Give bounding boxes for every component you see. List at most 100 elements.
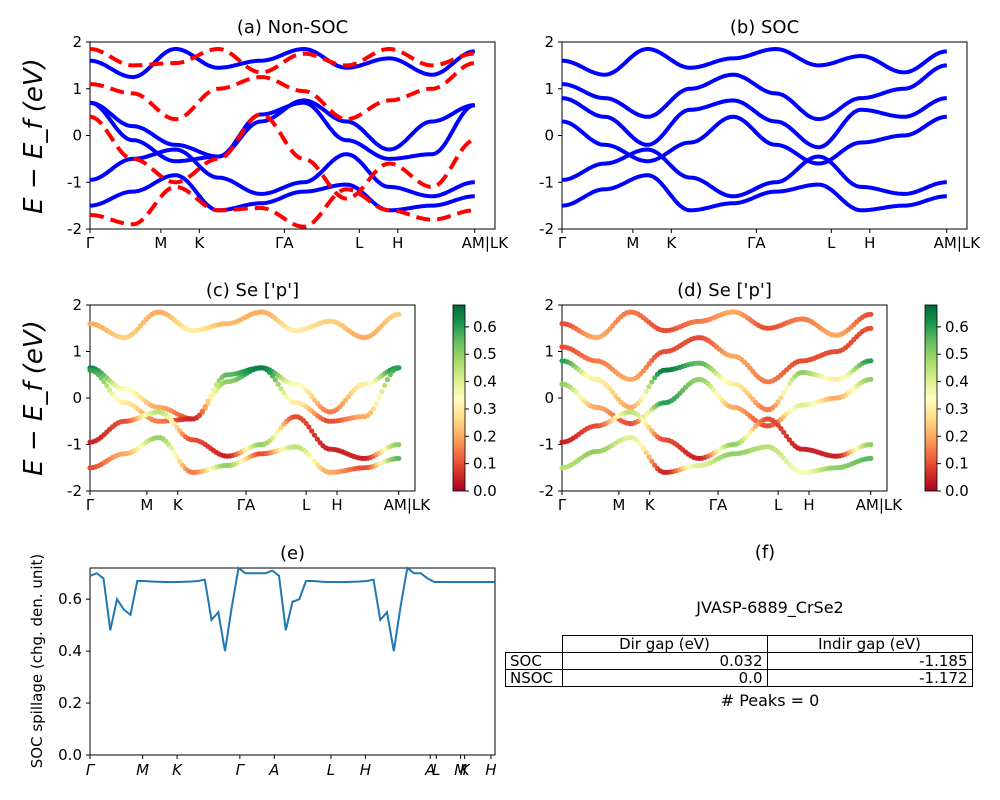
panel-e-ytick-label: 0.4: [58, 642, 82, 660]
panel-b-xtick-label: L: [827, 234, 836, 252]
panel-d-ytick-label: -1: [539, 436, 554, 454]
panel-d-point: [713, 390, 720, 396]
panel-f-title: (f): [755, 542, 775, 563]
panel-a-band-line: [89, 100, 476, 164]
gap-table-header-row: Dir gap (eV) Indir gap (eV): [506, 635, 973, 653]
panel-e-ytick-label: 0.2: [58, 694, 82, 712]
panel-b-band-line: [561, 46, 947, 77]
panel-b-xtick-label: Γ: [558, 234, 567, 252]
panel-c-xtick-label: L: [302, 496, 311, 514]
panel-c-xtick-label: H: [331, 496, 342, 514]
panel-d-point: [868, 455, 874, 461]
panel-c-point: [205, 398, 211, 404]
panel-c-point: [275, 428, 281, 434]
panel-b-ytick-label: 0: [544, 127, 554, 145]
panel-c-point: [166, 441, 172, 447]
panel-d-point: [640, 393, 647, 399]
panel-c-colorbar-label: 0.6: [473, 318, 497, 336]
panel-c-point: [379, 388, 385, 395]
panel-c-colorbar-label: 0.1: [473, 455, 497, 473]
panel-c-point: [278, 386, 284, 392]
panel-d-colorbar-label: 0.1: [945, 455, 969, 473]
gap-table: Dir gap (eV) Indir gap (eV) SOC 0.032 -1…: [505, 635, 973, 687]
panel-c-point: [174, 424, 180, 431]
panel-c-point: [382, 382, 388, 388]
panel-c-colorbar-label: 0.3: [473, 400, 497, 418]
panel-a-ytick-label: -2: [67, 220, 82, 238]
panel-c-point: [387, 372, 393, 378]
panel-d-point: [646, 454, 652, 460]
material-id: JVASP-6889_CrSe2: [696, 598, 844, 617]
panel-c-colorbar-label: 0.0: [473, 482, 497, 500]
panel-c-point: [309, 393, 315, 399]
panel-a-band-line: [89, 47, 475, 75]
panel-e-xtick-label: K: [172, 761, 183, 779]
nsoc-indir-gap: -1.172: [766, 669, 973, 687]
panel-e-xtick-label: A: [424, 761, 435, 779]
panel-a-band-line: [89, 147, 475, 199]
panel-d-point: [646, 424, 652, 431]
panel-c-point: [272, 432, 278, 438]
panel-c-ytick-label: 2: [72, 296, 82, 314]
panel-d-point: [640, 368, 647, 374]
panel-d-xtick-label: ΓA: [709, 496, 728, 514]
panel-c-point: [104, 383, 110, 389]
panel-c-point: [314, 436, 320, 442]
panel-d-points: [559, 309, 874, 475]
panel-d-point: [643, 388, 649, 394]
panel-b-ytick-label: 2: [544, 33, 554, 51]
panel-a-band-line: [90, 185, 475, 229]
panel-c-point: [396, 365, 402, 371]
soc-indir-gap: -1.185: [766, 652, 973, 670]
panel-c-point: [309, 428, 315, 434]
table-row: NSOC 0.0 -1.172: [505, 669, 973, 687]
panel-b-xtick-label: K: [666, 234, 677, 252]
panel-b-ytick-label: 1: [544, 80, 554, 98]
panel-d-colorbar-label: 0.3: [945, 400, 969, 418]
panel-e-xtick-label: K: [460, 761, 471, 779]
panel-c-point: [202, 404, 208, 410]
panel-a-xtick-label: K: [194, 234, 205, 252]
panel-c-point: [342, 397, 348, 403]
panel-c-point: [210, 387, 217, 393]
panel-d-point: [868, 325, 874, 331]
panel-a-xtick-label: M: [154, 234, 167, 252]
panel-d-ytick-label: 0: [544, 389, 554, 407]
panel-e-title: (e): [280, 543, 305, 564]
panel-c-point: [275, 381, 281, 387]
panel-d-point: [643, 421, 649, 427]
panel-d-point: [781, 390, 787, 396]
panel-d-point: [781, 429, 787, 435]
panel-e-xtick-label: Γ: [236, 761, 246, 779]
panel-c-point: [306, 424, 312, 430]
panel-c-colorbar-label: 0.2: [473, 427, 497, 445]
panel-b-band-line: [561, 96, 947, 150]
table-row: SOC 0.032 -1.185: [505, 652, 973, 670]
panel-d-ytick-label: -2: [539, 482, 554, 500]
panel-c-colorbar-label: 0.4: [473, 373, 497, 391]
panel-d-point: [649, 379, 655, 385]
panel-c-point: [177, 458, 183, 464]
panel-b-ytick-label: -1: [539, 173, 554, 191]
panel-c-ytick-label: -1: [67, 436, 82, 454]
ylabel-c: E − E_f (eV): [19, 320, 49, 476]
panel-d-point: [640, 445, 647, 451]
panel-d-point: [638, 397, 644, 403]
panel-d-point: [643, 449, 649, 456]
panel-c-point: [396, 311, 402, 317]
panel-c-point: [376, 395, 382, 401]
panel-c-point: [345, 394, 351, 400]
panel-c-point: [98, 375, 104, 381]
panel-e-xtick-label: M: [454, 761, 467, 779]
ylabel-a: E − E_f (eV): [19, 58, 49, 214]
panel-e-xtick-label: L: [327, 761, 335, 779]
row-label-nsoc: NSOC: [505, 669, 563, 687]
panel-c-colorbar-label: 0.5: [473, 345, 497, 363]
panel-d-point: [778, 426, 784, 432]
panel-c-xtick-label: M: [140, 496, 153, 514]
panel-b-band-line: [561, 114, 947, 166]
panel-c-xtick-label: Γ: [86, 496, 95, 514]
panel-e-ytick-label: 0.6: [58, 590, 82, 608]
panel-d-colorbar-label: 0.0: [945, 482, 969, 500]
panel-d-title: (d) Se ['p']: [677, 280, 772, 301]
